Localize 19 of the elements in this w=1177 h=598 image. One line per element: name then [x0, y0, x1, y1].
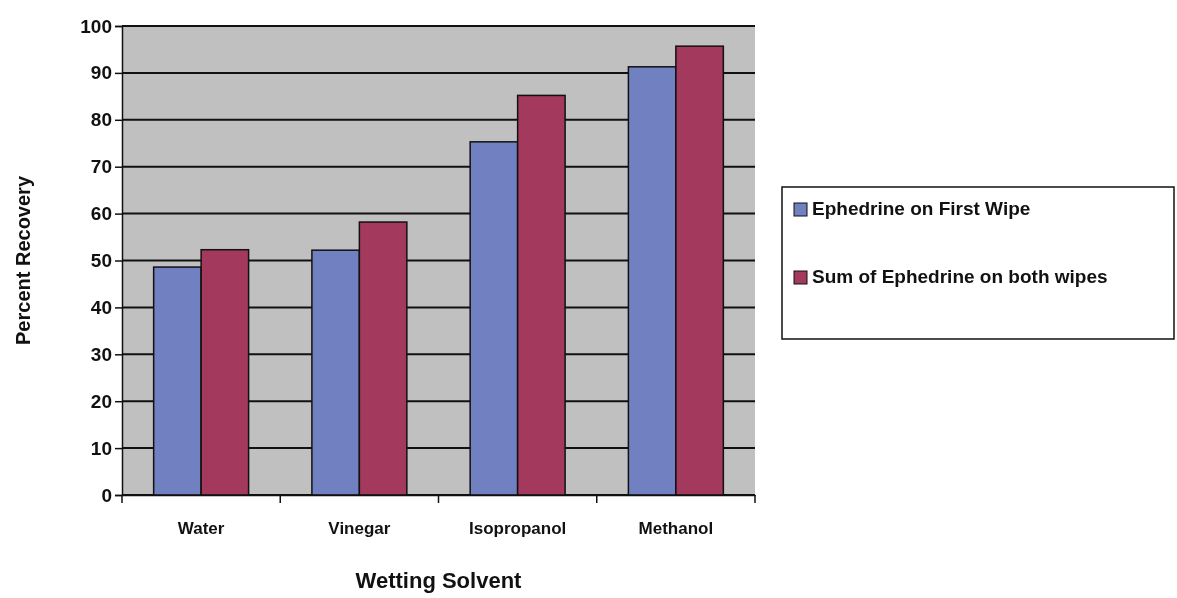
x-tick-label: Vinegar: [328, 518, 391, 538]
y-tick-label: 0: [101, 484, 112, 506]
y-tick-label: 40: [90, 296, 112, 318]
y-tick-label: 20: [90, 390, 112, 412]
x-tick-label: Water: [177, 518, 225, 538]
x-tick-label: Methanol: [638, 518, 714, 538]
y-tick-label: 100: [80, 15, 112, 37]
y-tick-label: 90: [90, 62, 112, 84]
y-tick-label: 50: [90, 250, 112, 272]
y-tick-label: 30: [90, 343, 112, 365]
y-tick-label: 60: [90, 203, 112, 225]
y-tick-label: 80: [90, 109, 112, 131]
legend-label: Sum of Ephedrine on both wipes: [812, 266, 1108, 287]
y-axis-title: Percent Recovery: [12, 175, 34, 345]
y-tick-label: 10: [90, 437, 112, 459]
y-tick-label: 70: [90, 156, 112, 178]
legend-label: Ephedrine on First Wipe: [812, 198, 1031, 219]
x-tick-label: Isopropanol: [468, 518, 567, 538]
x-axis-title: Wetting Solvent: [355, 568, 523, 593]
